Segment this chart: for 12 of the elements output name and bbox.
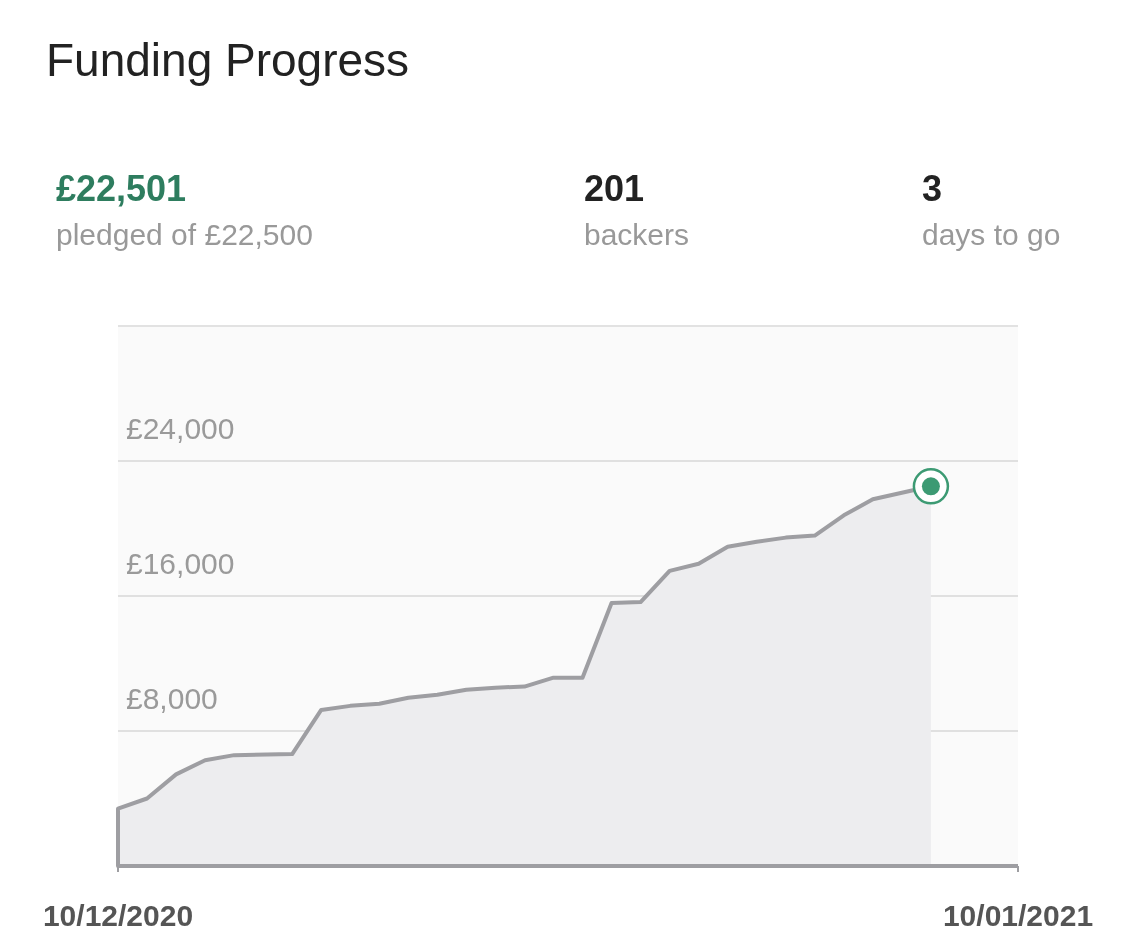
y-tick-label: £24,000	[126, 412, 235, 445]
x-tick-label: 10/01/2021	[942, 899, 1094, 932]
chart-title: Funding Progress	[46, 34, 410, 86]
text: 201	[584, 168, 645, 209]
x-tick-label: 10/12/2020	[42, 899, 194, 932]
text: backers	[584, 218, 690, 251]
text: 3	[922, 168, 943, 209]
text: £22,501	[56, 168, 187, 209]
text: days to go	[922, 218, 1061, 251]
y-tick-label: £8,000	[126, 682, 218, 715]
y-tick-label: £16,000	[126, 547, 235, 580]
text: pledged of £22,500	[56, 218, 313, 251]
